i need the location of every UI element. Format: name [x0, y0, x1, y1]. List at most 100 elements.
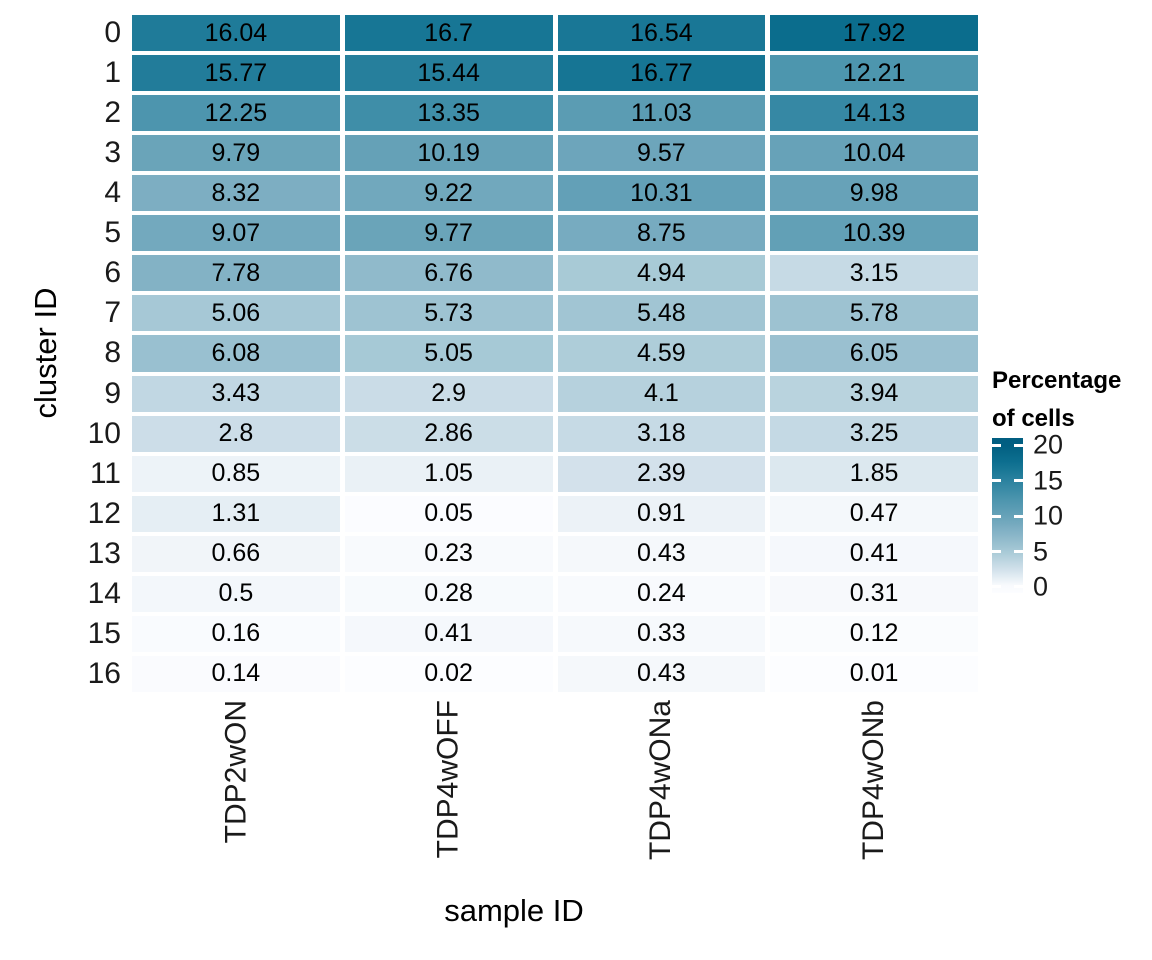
- heatmap-cell: 0.41: [770, 535, 978, 572]
- heatmap-cell: 0.24: [557, 575, 766, 612]
- heatmap-cell: 10.31: [557, 175, 766, 212]
- y-tick-label: 4: [104, 176, 121, 210]
- heatmap-cell: 16.04: [132, 15, 340, 52]
- heatmap-cell: 2.9: [344, 375, 553, 412]
- heatmap-cell: 8.32: [132, 175, 340, 212]
- legend-tick-mark: [1014, 514, 1023, 518]
- heatmap-cell: 9.57: [557, 135, 766, 172]
- heatmap-cell: 0.85: [132, 455, 340, 492]
- heatmap-cell: 16.77: [557, 55, 766, 92]
- heatmap-cell: 5.06: [132, 295, 340, 332]
- legend-tick-label: 10: [1033, 500, 1064, 531]
- heatmap-cell: 9.22: [344, 175, 553, 212]
- heatmap-cell: 5.48: [557, 295, 766, 332]
- y-tick-label: 7: [104, 296, 121, 330]
- y-tick-label: 12: [87, 496, 121, 530]
- legend-tick-label: 15: [1033, 465, 1064, 496]
- x-axis-tick-labels: TDP2wON TDP4wOFF TDP4wONa TDP4wONb: [0, 700, 1152, 890]
- heatmap-cell: 0.05: [344, 495, 553, 532]
- heatmap-cell: 9.77: [344, 215, 553, 252]
- heatmap-cell: 3.25: [770, 415, 978, 452]
- heatmap-cell: 0.23: [344, 535, 553, 572]
- legend-tick-mark: [1014, 479, 1023, 483]
- heatmap-cell: 0.14: [132, 655, 340, 692]
- heatmap-cell: 12.21: [770, 55, 978, 92]
- heatmap-cell: 3.94: [770, 375, 978, 412]
- heatmap-cell: 15.77: [132, 55, 340, 92]
- x-tick-label: TDP4wONb: [857, 700, 891, 861]
- y-tick-label: 13: [87, 536, 121, 570]
- heatmap-cell: 0.28: [344, 575, 553, 612]
- heatmap-cell: 6.76: [344, 255, 553, 292]
- y-tick-label: 0: [104, 16, 121, 50]
- y-tick-label: 3: [104, 136, 121, 170]
- legend-title: Percentage of cells: [992, 367, 1122, 432]
- heatmap-cell: 13.35: [344, 95, 553, 132]
- y-tick-label: 14: [87, 576, 121, 610]
- heatmap-cell: 0.41: [344, 615, 553, 652]
- heatmap-cell: 11.03: [557, 95, 766, 132]
- heatmap-cell: 5.73: [344, 295, 553, 332]
- heatmap-cell: 0.5: [132, 575, 340, 612]
- y-tick-label: 15: [87, 616, 121, 650]
- heatmap-cell: 7.78: [132, 255, 340, 292]
- heatmap-cell: 5.78: [770, 295, 978, 332]
- heatmap-cell: 0.02: [344, 655, 553, 692]
- heatmap-cell: 0.16: [132, 615, 340, 652]
- y-tick-label: 6: [104, 256, 121, 290]
- heatmap-cell: 8.75: [557, 215, 766, 252]
- heatmap-cell: 2.8: [132, 415, 340, 452]
- heatmap-cell: 0.12: [770, 615, 978, 652]
- heatmap-cell: 0.01: [770, 655, 978, 692]
- legend-tick-mark: [1014, 550, 1023, 553]
- heatmap-cell: 6.05: [770, 335, 978, 372]
- heatmap-cell: 16.7: [344, 15, 553, 52]
- heatmap-cell: 0.91: [557, 495, 766, 532]
- heatmap-cell: 1.31: [132, 495, 340, 532]
- heatmap-cell: 12.25: [132, 95, 340, 132]
- y-tick-label: 11: [89, 456, 121, 490]
- x-tick-label: TDP4wOFF: [431, 700, 465, 859]
- y-tick-label: 5: [104, 216, 121, 250]
- heatmap-cell: 1.85: [770, 455, 978, 492]
- heatmap-cell: 3.15: [770, 255, 978, 292]
- y-tick-label: 9: [104, 376, 121, 410]
- legend-tick-label: 20: [1033, 429, 1064, 460]
- heatmap-cell: 4.94: [557, 255, 766, 292]
- legend-tick-mark: [1014, 443, 1023, 447]
- y-tick-label: 8: [104, 336, 121, 370]
- heatmap-cell: 9.07: [132, 215, 340, 252]
- heatmap-cell: 10.04: [770, 135, 978, 172]
- heatmap-cell: 16.54: [557, 15, 766, 52]
- y-tick-label: 2: [104, 96, 121, 130]
- heatmap-cell: 1.05: [344, 455, 553, 492]
- y-axis-tick-labels: 0 1 2 3 4 5 6 7 8 9 10 11 12 13 14 15 16: [40, 15, 121, 692]
- heatmap-cell: 9.98: [770, 175, 978, 212]
- legend-tick-mark: [992, 479, 1001, 483]
- heatmap-cell: 10.39: [770, 215, 978, 252]
- legend-tick-mark: [992, 443, 1001, 447]
- heatmap-cell: 6.08: [132, 335, 340, 372]
- heatmap-cell: 0.66: [132, 535, 340, 572]
- legend-tick-mark: [1014, 585, 1023, 589]
- heatmap-cell: 0.43: [557, 655, 766, 692]
- legend-tick-mark: [992, 550, 1001, 553]
- legend-tick-mark: [992, 514, 1001, 518]
- heatmap-cell: 17.92: [770, 15, 978, 52]
- heatmap-cell: 14.13: [770, 95, 978, 132]
- heatmap-cell: 0.47: [770, 495, 978, 532]
- y-tick-label: 10: [87, 416, 121, 450]
- heatmap-cell: 0.33: [557, 615, 766, 652]
- legend-tick-label: 0: [1033, 571, 1049, 602]
- x-tick-label: TDP2wON: [218, 700, 252, 844]
- heatmap-cell: 0.31: [770, 575, 978, 612]
- legend-tick-mark: [992, 585, 1001, 589]
- heatmap-cell: 4.59: [557, 335, 766, 372]
- heatmap-cell: 3.43: [132, 375, 340, 412]
- legend-colorbar: [992, 438, 1023, 593]
- heatmap-cell: 2.86: [344, 415, 553, 452]
- x-tick-label: TDP4wONa: [644, 700, 678, 861]
- heatmap-cell: 2.39: [557, 455, 766, 492]
- heatmap-cell: 10.19: [344, 135, 553, 172]
